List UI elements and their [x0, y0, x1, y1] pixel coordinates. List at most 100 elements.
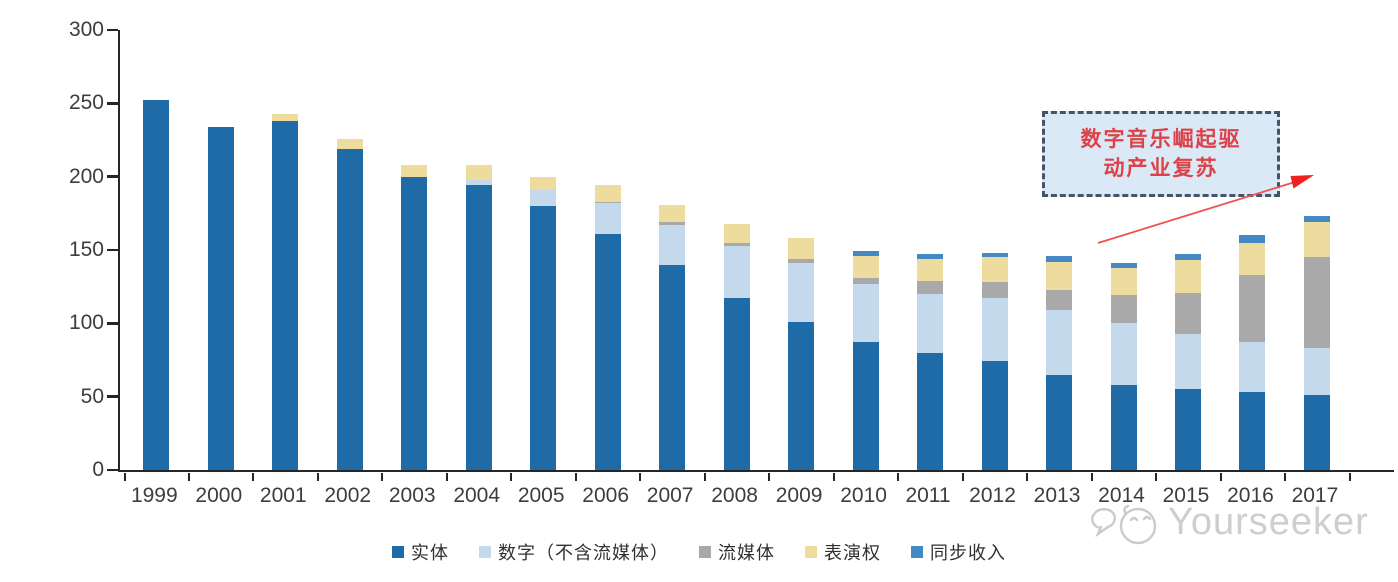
bar-segment [1303, 257, 1330, 349]
x-tick-label: 2016 [1227, 484, 1274, 507]
bar-segment [659, 204, 686, 223]
x-tick [445, 472, 448, 481]
bar-segment [723, 242, 750, 246]
bar-segment [1303, 348, 1330, 396]
legend-item: 表演权 [805, 539, 881, 565]
bar-2003 [401, 30, 428, 470]
bar-segment [465, 164, 492, 180]
bar-segment [401, 176, 428, 470]
bar-segment [465, 179, 492, 186]
y-tick-label: 300 [68, 17, 104, 41]
x-tick [703, 472, 706, 481]
bar-segment [530, 189, 557, 206]
bar-segment [1239, 392, 1266, 470]
x-tick-label: 2017 [1291, 484, 1339, 507]
bar-segment [1303, 222, 1330, 258]
bar-2000 [207, 30, 234, 470]
x-tick-label: 2002 [324, 484, 372, 507]
bar-segment [788, 263, 815, 322]
bar-segment [852, 251, 879, 256]
bar-segment [981, 257, 1008, 283]
x-tick [187, 472, 190, 481]
x-tick-label: 2015 [1162, 484, 1210, 507]
bar-segment [917, 352, 944, 470]
x-tick [897, 472, 900, 481]
x-tick-label: 2012 [969, 484, 1016, 507]
legend-swatch-icon [805, 546, 817, 558]
bar-segment [981, 298, 1008, 362]
y-tick [106, 28, 118, 32]
legend-item: 实体 [392, 539, 449, 565]
x-tick-label: 2001 [259, 484, 307, 507]
bar-segment [1110, 384, 1137, 470]
legend-label: 实体 [411, 543, 449, 563]
bar-2002 [336, 30, 363, 470]
bar-segment [143, 100, 170, 470]
x-tick-label: 2005 [517, 484, 565, 507]
bar-2012 [981, 30, 1008, 470]
bar-segment [852, 283, 879, 343]
bar-segment [1110, 323, 1137, 385]
bar-segment [272, 113, 299, 121]
annotation-text-line2: 动产业复苏 [1103, 157, 1219, 180]
bar-segment [530, 206, 557, 470]
x-tick-label: 2004 [453, 484, 501, 507]
y-tick-label: 50 [80, 384, 104, 408]
bar-segment [852, 277, 879, 284]
bar-segment [336, 148, 363, 470]
y-tick [106, 395, 118, 398]
bar-segment [1174, 292, 1201, 334]
x-tick [639, 472, 642, 481]
bar-segment [659, 222, 686, 226]
x-tick [768, 472, 771, 481]
bar-segment [659, 264, 686, 470]
bar-segment [1174, 333, 1201, 390]
y-tick-label: 150 [68, 237, 104, 261]
bar-segment [465, 185, 492, 470]
bar-segment [1174, 389, 1201, 470]
legend-item: 数字（不含流媒体） [479, 539, 669, 565]
bar-segment [723, 223, 750, 243]
bar-segment [272, 120, 299, 470]
y-tick [106, 248, 118, 252]
x-tick [1348, 472, 1351, 481]
bar-segment [1303, 216, 1330, 223]
bar-2004 [465, 30, 492, 470]
x-tick [1090, 472, 1093, 481]
x-tick-label: 2013 [1033, 484, 1081, 507]
bar-segment [788, 258, 815, 264]
legend-label: 同步收入 [930, 543, 1006, 563]
legend-label: 流媒体 [718, 543, 775, 563]
legend-label: 数字（不含流媒体） [498, 543, 669, 563]
bar-segment [1046, 310, 1073, 375]
bar-segment [1046, 255, 1073, 262]
y-tick-label: 100 [68, 311, 104, 335]
bar-2007 [659, 30, 686, 470]
bar-2001 [272, 30, 299, 470]
bar-segment [1110, 267, 1137, 296]
bar-segment [1046, 261, 1073, 290]
x-tick [123, 472, 126, 481]
watermark-text: Yourseeker [1168, 501, 1369, 543]
bar-segment [917, 294, 944, 353]
bar-2015 [1174, 30, 1201, 470]
annotation-text-line1: 数字音乐崛起驱 [1080, 128, 1242, 151]
plot-area [106, 28, 1394, 481]
bar-segment [1174, 260, 1201, 293]
legend: 实体 数字（不含流媒体） 流媒体 表演权 同步收入 [0, 539, 1398, 565]
legend-item: 流媒体 [699, 539, 775, 565]
y-tick [106, 468, 118, 472]
bar-2006 [594, 30, 621, 470]
watermark: Yourseeker [1086, 494, 1369, 550]
chat-smiley-logo-icon [1091, 504, 1157, 545]
bar-segment [723, 298, 750, 470]
x-tick [574, 472, 577, 481]
bar-segment [1110, 263, 1137, 268]
bar-segment [1239, 242, 1266, 275]
bar-segment [981, 252, 1008, 258]
y-tick [106, 322, 118, 325]
y-tick-label: 200 [68, 164, 104, 188]
bar-segment [1239, 342, 1266, 393]
bar-2011 [917, 30, 944, 470]
